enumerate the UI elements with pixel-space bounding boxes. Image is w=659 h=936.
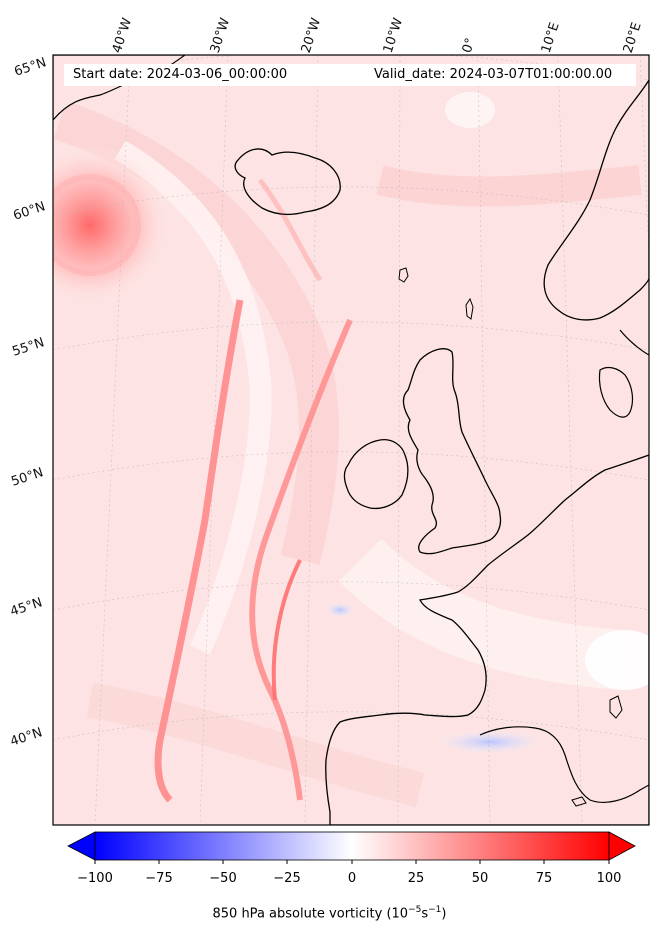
- vorticity-band: [114, 140, 272, 655]
- colorbar-tick-label: −50: [209, 871, 237, 886]
- colorbar-extend-min: [67, 831, 96, 861]
- colorbar-label-sup2: −1: [428, 905, 442, 915]
- graticule: [53, 55, 649, 825]
- front-filament: [249, 318, 353, 801]
- vorticity-band: [338, 538, 623, 690]
- low-vorticity-patch: [585, 630, 649, 690]
- coastline-baltic: [619, 329, 649, 356]
- coastline-ireland: [343, 439, 409, 510]
- coastline-shetland: [465, 297, 474, 320]
- colorbar-label-main: 850 hPa absolute vorticity (10: [212, 906, 409, 922]
- colorbar-tick-label: −100: [77, 871, 113, 886]
- negative-vorticity-patch: [435, 730, 545, 754]
- colorbar-label-end: ): [441, 906, 447, 922]
- colorbar-tick-label: −75: [145, 871, 173, 886]
- colorbar-tick-label: −25: [273, 871, 301, 886]
- coastline-corsica: [609, 695, 623, 719]
- colorbar-gradient: [94, 831, 610, 861]
- coastline-scandinavia: [543, 78, 649, 321]
- valid-date-label: Valid_date: 2024-03-07T01:00:00.00: [374, 67, 613, 82]
- coastline-continental-europe: [325, 454, 649, 825]
- cyclone-vortex: [53, 145, 170, 305]
- colorbar-tick-label: 75: [535, 871, 553, 886]
- coastline-iceland: [234, 148, 341, 215]
- coastline-faroe: [398, 267, 409, 283]
- coastline-denmark: [598, 366, 634, 418]
- colorbar-label: 850 hPa absolute vorticity (10−5s−1): [0, 905, 659, 921]
- coastline-balearic: [571, 796, 587, 807]
- front-filament: [257, 178, 323, 282]
- colorbar-ticks: [94, 860, 610, 864]
- colorbar-extend-max: [608, 831, 636, 861]
- colorbar-tick-label: 100: [596, 871, 622, 886]
- vorticity-band: [376, 165, 642, 207]
- colorbar-tick-label: 50: [471, 871, 489, 886]
- colorbar: [67, 831, 636, 864]
- colorbar-label-mid: s: [421, 906, 429, 922]
- header-bg: [64, 64, 636, 86]
- start-date-label: Start date: 2024-03-06_00:00:00: [73, 67, 288, 82]
- vorticity-band: [86, 682, 425, 807]
- low-vorticity-patch: [445, 92, 495, 128]
- colorbar-label-sup1: −5: [408, 905, 422, 915]
- colorbar-tick-label: 0: [347, 871, 357, 886]
- vorticity-field: [53, 55, 649, 825]
- negative-vorticity-patch: [325, 602, 355, 618]
- colorbar-tick-label: 25: [407, 871, 425, 886]
- map-frame: [52, 54, 650, 826]
- front-filament: [271, 559, 302, 701]
- coastline-mediterranean: [479, 726, 649, 803]
- coastline-great-britain: [402, 348, 502, 555]
- cyclone-ring: [53, 174, 141, 276]
